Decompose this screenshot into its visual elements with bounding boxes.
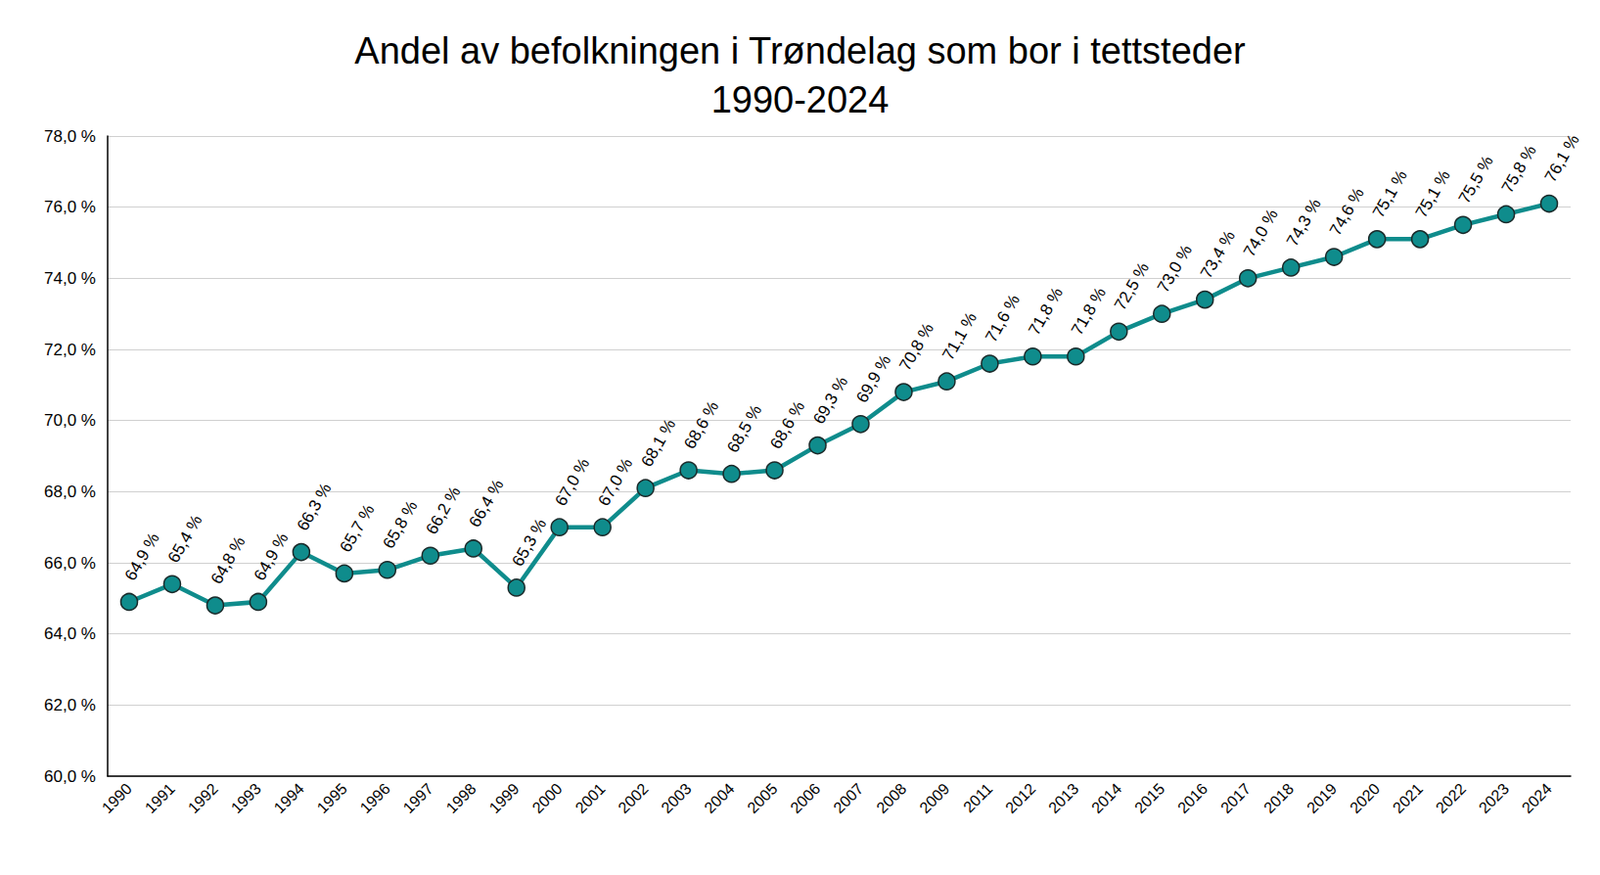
svg-text:71,8 %: 71,8 % <box>1024 283 1067 338</box>
svg-text:75,8 %: 75,8 % <box>1498 141 1541 196</box>
svg-text:64,9 %: 64,9 % <box>250 529 293 584</box>
svg-text:2013: 2013 <box>1045 779 1082 817</box>
svg-text:76,1 %: 76,1 % <box>1541 131 1584 185</box>
svg-text:65,3 %: 65,3 % <box>507 515 550 570</box>
svg-text:68,1 %: 68,1 % <box>637 415 680 470</box>
svg-text:74,0 %: 74,0 % <box>44 269 96 288</box>
svg-text:2008: 2008 <box>872 779 910 817</box>
svg-text:64,0 %: 64,0 % <box>44 624 96 643</box>
svg-text:68,6 %: 68,6 % <box>680 398 723 453</box>
svg-text:2014: 2014 <box>1088 779 1125 817</box>
svg-text:2020: 2020 <box>1346 779 1383 817</box>
svg-text:66,0 %: 66,0 % <box>44 553 96 573</box>
svg-text:72,5 %: 72,5 % <box>1110 259 1153 314</box>
svg-text:2007: 2007 <box>829 779 867 817</box>
svg-text:1998: 1998 <box>443 779 480 817</box>
svg-text:2016: 2016 <box>1174 779 1211 817</box>
svg-text:73,0 %: 73,0 % <box>1153 241 1196 296</box>
svg-text:76,0 %: 76,0 % <box>44 197 96 217</box>
svg-text:71,8 %: 71,8 % <box>1067 283 1110 338</box>
svg-text:73,4 %: 73,4 % <box>1196 227 1239 281</box>
svg-text:1991: 1991 <box>141 779 179 817</box>
svg-text:2009: 2009 <box>915 779 953 817</box>
svg-text:2018: 2018 <box>1260 779 1297 817</box>
svg-text:75,1 %: 75,1 % <box>1369 167 1412 222</box>
svg-text:2019: 2019 <box>1303 779 1340 817</box>
svg-text:1990-2024: 1990-2024 <box>711 79 890 121</box>
svg-text:74,0 %: 74,0 % <box>1239 206 1282 261</box>
svg-text:70,0 %: 70,0 % <box>44 411 96 430</box>
svg-text:1990: 1990 <box>98 779 136 817</box>
svg-text:75,5 %: 75,5 % <box>1455 152 1498 207</box>
svg-text:2004: 2004 <box>700 779 737 817</box>
svg-text:2024: 2024 <box>1518 779 1555 817</box>
svg-text:68,6 %: 68,6 % <box>766 398 809 453</box>
svg-text:74,3 %: 74,3 % <box>1282 195 1326 250</box>
svg-text:78,0 %: 78,0 % <box>44 127 96 146</box>
svg-text:1993: 1993 <box>228 779 265 817</box>
svg-text:1996: 1996 <box>357 779 394 817</box>
svg-text:1997: 1997 <box>400 779 437 817</box>
svg-text:2003: 2003 <box>657 779 694 817</box>
svg-text:1994: 1994 <box>271 779 308 817</box>
svg-text:65,4 %: 65,4 % <box>164 511 207 566</box>
svg-text:1992: 1992 <box>184 779 222 817</box>
svg-text:67,0 %: 67,0 % <box>550 455 594 509</box>
svg-text:60,0 %: 60,0 % <box>44 767 96 786</box>
svg-text:70,8 %: 70,8 % <box>895 320 938 374</box>
svg-text:1995: 1995 <box>314 779 351 817</box>
svg-text:2000: 2000 <box>529 779 566 817</box>
svg-text:68,5 %: 68,5 % <box>723 401 766 456</box>
svg-text:64,8 %: 64,8 % <box>207 533 250 588</box>
svg-text:2023: 2023 <box>1475 779 1512 817</box>
svg-text:2015: 2015 <box>1131 779 1168 817</box>
svg-text:2005: 2005 <box>743 779 780 817</box>
svg-text:65,7 %: 65,7 % <box>336 501 379 555</box>
svg-text:2021: 2021 <box>1389 779 1426 817</box>
svg-text:71,1 %: 71,1 % <box>938 309 981 364</box>
svg-text:Andel av befolkningen i Trønde: Andel av befolkningen i Trøndelag som bo… <box>354 30 1246 72</box>
svg-text:2017: 2017 <box>1217 779 1254 817</box>
svg-text:66,3 %: 66,3 % <box>293 479 336 534</box>
svg-text:68,0 %: 68,0 % <box>44 482 96 502</box>
svg-text:67,0 %: 67,0 % <box>594 455 637 509</box>
svg-text:2006: 2006 <box>786 779 823 817</box>
svg-text:69,3 %: 69,3 % <box>809 372 852 427</box>
svg-text:2022: 2022 <box>1432 779 1469 817</box>
svg-text:66,2 %: 66,2 % <box>422 483 465 538</box>
svg-text:69,9 %: 69,9 % <box>852 351 895 406</box>
svg-text:66,4 %: 66,4 % <box>465 476 508 531</box>
svg-text:64,9 %: 64,9 % <box>121 529 164 584</box>
svg-text:72,0 %: 72,0 % <box>44 340 96 360</box>
svg-text:1999: 1999 <box>486 779 523 817</box>
svg-text:2001: 2001 <box>572 779 609 817</box>
svg-text:2002: 2002 <box>614 779 651 817</box>
svg-text:71,6 %: 71,6 % <box>981 291 1024 346</box>
svg-text:65,8 %: 65,8 % <box>379 497 422 551</box>
svg-text:75,1 %: 75,1 % <box>1412 167 1455 222</box>
svg-text:74,6 %: 74,6 % <box>1325 184 1369 239</box>
svg-text:2012: 2012 <box>1002 779 1039 817</box>
svg-text:62,0 %: 62,0 % <box>44 695 96 715</box>
svg-text:2011: 2011 <box>960 779 996 816</box>
